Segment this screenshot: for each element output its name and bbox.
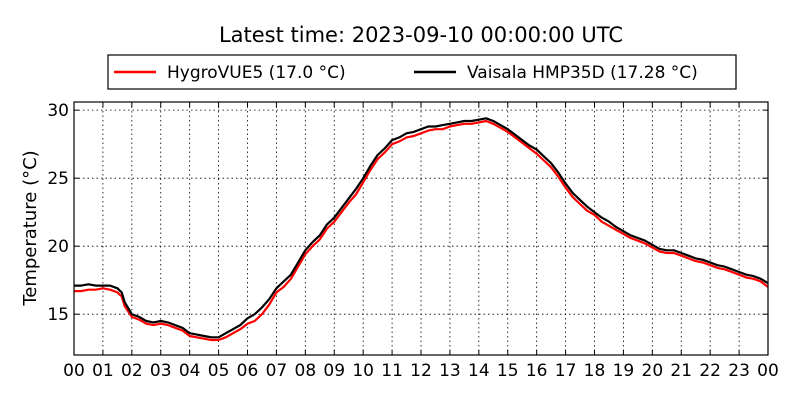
legend: HygroVUE5 (17.0 °C) Vaisala HMP35D (17.2…: [107, 54, 737, 90]
x-tick-label: 11: [381, 361, 403, 381]
legend-label-hygrovue5: HygroVUE5 (17.0 °C): [167, 63, 346, 83]
x-tick-label: 13: [439, 361, 461, 381]
x-tick-label: 04: [179, 361, 201, 381]
x-tick-label: 20: [642, 361, 664, 381]
x-tick-label: 06: [237, 361, 259, 381]
x-tick-label: 15: [497, 361, 519, 381]
x-tick-label: 19: [613, 361, 635, 381]
chart-title: Latest time: 2023-09-10 00:00:00 UTC: [219, 23, 623, 47]
x-tick-label: 23: [728, 361, 750, 381]
x-tick-label: 12: [410, 361, 432, 381]
x-tick-label: 07: [266, 361, 288, 381]
x-tick-label: 08: [295, 361, 317, 381]
x-tick-label: 00: [757, 361, 779, 381]
x-tick-label: 14: [468, 361, 490, 381]
ticks: 00 01 02 03 04 05 06 07 08 09 10 11 12 13 14 15 16 17 18 19…: [47, 101, 778, 381]
x-tick-label: 00: [63, 361, 85, 381]
x-tick-label: 02: [121, 361, 143, 381]
series-line-vaisala: [74, 117, 769, 339]
x-tick-label: 10: [352, 361, 374, 381]
x-tick-label: 18: [584, 361, 606, 381]
x-tick-label: 17: [555, 361, 577, 381]
y-tick-label: 15: [47, 305, 69, 325]
y-axis-label: Temperature (°C): [20, 150, 41, 306]
x-tick-label: 22: [699, 361, 721, 381]
x-tick-label: 16: [526, 361, 548, 381]
x-tick-label: 03: [150, 361, 172, 381]
x-tick-label: 05: [208, 361, 230, 381]
series-group: [74, 117, 769, 342]
y-tick-label: 30: [47, 101, 69, 121]
plot-frame: [73, 101, 769, 356]
grid: [74, 102, 768, 355]
legend-label-vaisala: Vaisala HMP35D (17.28 °C): [467, 63, 698, 83]
x-tick-label: 21: [670, 361, 692, 381]
series-line-hygrovue5: [74, 119, 769, 342]
y-tick-label: 20: [47, 237, 69, 257]
y-tick-label: 25: [47, 169, 69, 189]
x-tick-label: 01: [92, 361, 114, 381]
x-tick-label: 09: [323, 361, 345, 381]
